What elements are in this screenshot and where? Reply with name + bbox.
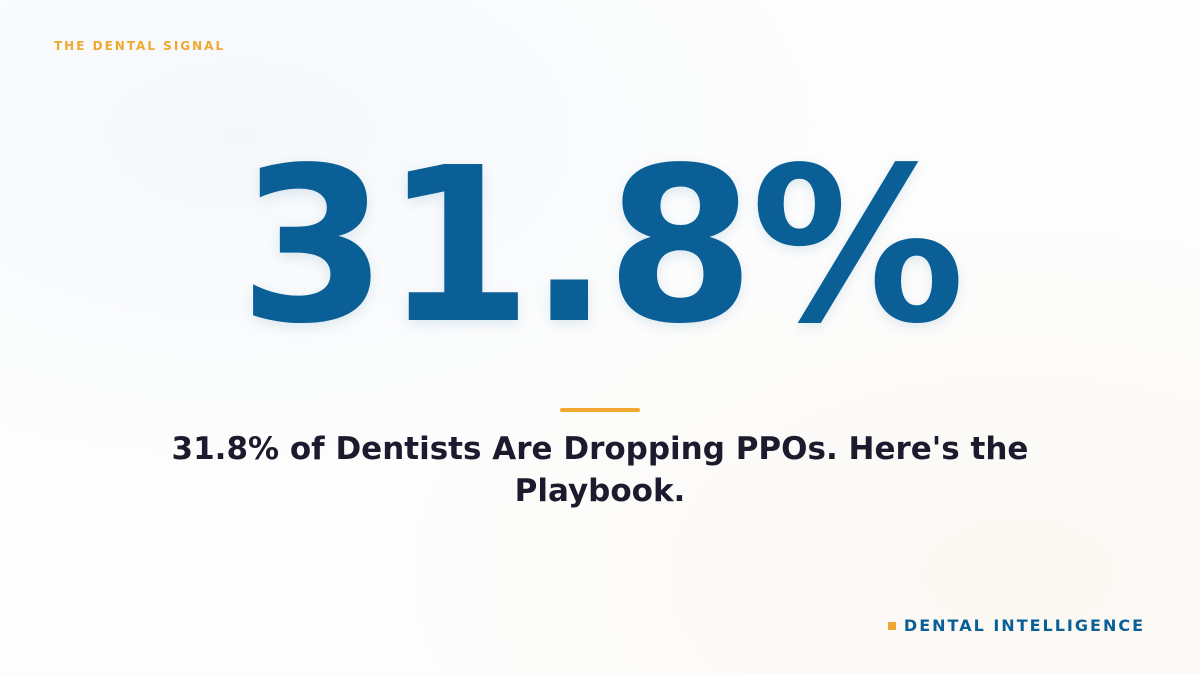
brand-mark (887, 621, 896, 630)
headline: 31.8% of Dentists Are Dropping PPOs. Her… (171, 431, 1029, 509)
kicker: THE DENTAL SIGNAL (54, 39, 226, 53)
brand-name: DENTAL INTELLIGENCE (903, 616, 1145, 635)
divider (560, 408, 640, 412)
brand: DENTAL INTELLIGENCE (887, 616, 1145, 635)
headline-stat: 31.8% (238, 122, 965, 371)
